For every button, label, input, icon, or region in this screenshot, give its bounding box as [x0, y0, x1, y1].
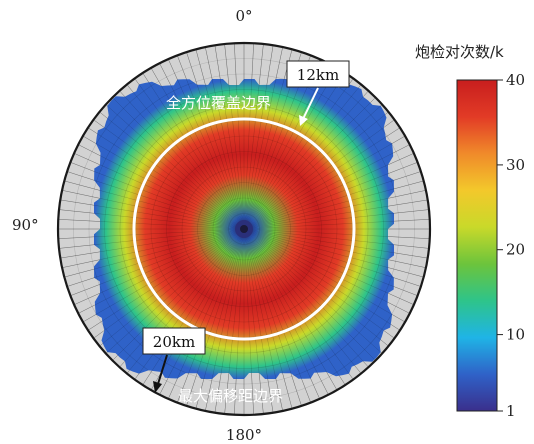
colorbar [456, 79, 498, 412]
colorbar-tick-label: 30 [506, 156, 525, 174]
radius-12km-label: 12km [297, 66, 339, 84]
colorbar-title: 炮检对次数/k [415, 43, 504, 61]
colorbar-tick-label: 1 [506, 402, 516, 420]
colorbar-ticks: 1 10 20 30 40 [497, 71, 525, 420]
colorbar-tick-label: 10 [506, 326, 525, 344]
full-coverage-label: 全方位覆盖边界 [166, 94, 271, 112]
coloured-spoke-grid [58, 43, 430, 415]
arrow-12km-line [302, 87, 319, 120]
radius-20km-label: 20km [153, 333, 195, 351]
arrow-20km-head [153, 381, 162, 393]
angle-label-left: 90° [12, 216, 39, 234]
arrow-12km-head [299, 115, 308, 126]
max-offset-label: 最大偏移距边界 [178, 387, 283, 405]
radius-20km-box [142, 327, 206, 355]
colorbar-tick-label: 20 [506, 241, 525, 259]
angle-label-top: 0° [235, 7, 252, 25]
center-low-fold-region [235, 220, 253, 238]
radius-12km-box [286, 60, 350, 88]
angle-label-bottom: 180° [226, 426, 262, 444]
full-coverage-boundary [132, 117, 356, 341]
arrow-20km-line [157, 354, 168, 385]
max-offset-boundary [56, 41, 432, 417]
colorbar-tick-label: 40 [506, 71, 525, 89]
rose-disk [56, 41, 432, 417]
